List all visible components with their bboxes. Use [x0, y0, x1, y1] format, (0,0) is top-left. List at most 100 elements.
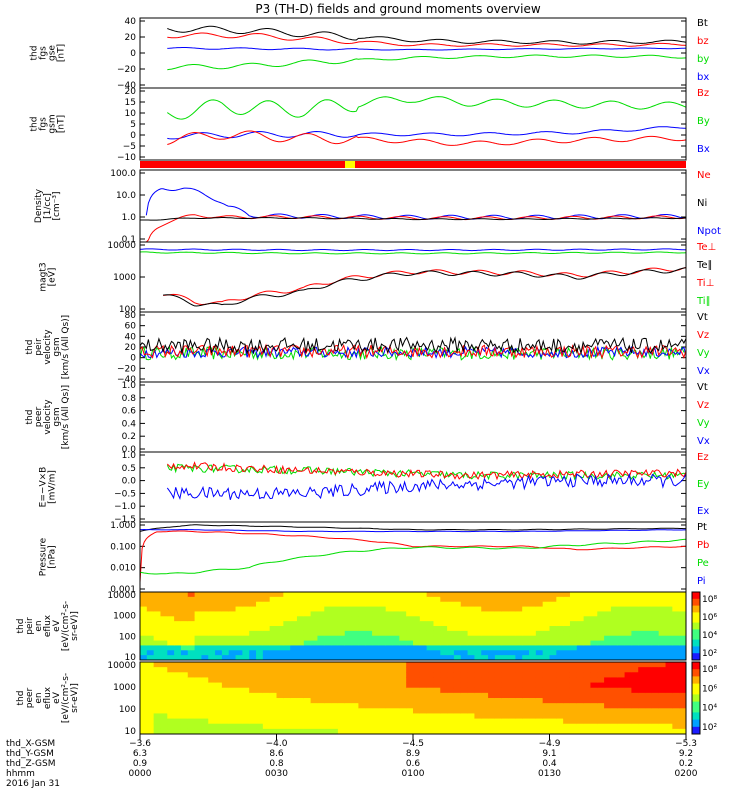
heatmap-cell — [269, 698, 277, 704]
heatmap-cell — [535, 718, 544, 725]
heatmap-cell — [317, 606, 325, 612]
heatmap-cell — [153, 692, 161, 699]
heatmap-cell — [174, 611, 182, 617]
heatmap-cell — [235, 662, 243, 668]
colorbar-segment — [692, 726, 700, 731]
heatmap-cell — [474, 667, 482, 673]
heatmap-cell — [392, 713, 400, 720]
ylabel-line: [mV/m] — [48, 470, 58, 504]
heatmap-cell — [256, 713, 264, 720]
legend-Bt: Bt — [697, 18, 708, 29]
heatmap-cell — [515, 708, 523, 714]
heatmap-cell — [590, 677, 598, 684]
heatmap-cell — [290, 621, 298, 627]
heatmap-cell — [597, 601, 605, 608]
heatmap-cell — [221, 640, 230, 646]
heatmap-cell — [290, 718, 298, 725]
heatmap-cell — [494, 640, 503, 646]
heatmap-cell — [651, 635, 660, 642]
heatmap-cell — [447, 640, 455, 646]
heatmap-cell — [337, 677, 346, 684]
heatmap-cell — [249, 703, 257, 709]
heatmap-cell — [597, 723, 605, 730]
heatmap-cell — [146, 596, 155, 603]
heatmap-cell — [167, 601, 175, 608]
heatmap-cell — [658, 626, 667, 632]
ytick-label: 60 — [125, 322, 137, 332]
heatmap-cell — [187, 650, 196, 656]
heatmap-cell — [331, 630, 339, 637]
legend-Pb: Pb — [697, 540, 709, 551]
heatmap-cell — [549, 635, 557, 642]
heatmap-cell — [140, 655, 148, 661]
heatmap-cell — [160, 650, 168, 656]
heatmap-cell — [447, 698, 455, 704]
heatmap-cell — [187, 630, 196, 637]
heatmap-cell — [406, 621, 414, 627]
heatmap-cell — [215, 667, 223, 673]
heatmap-cell — [317, 592, 325, 598]
heatmap-cell — [235, 718, 243, 725]
heatmap-cell — [378, 692, 387, 699]
heatmap-cell — [242, 626, 250, 632]
heatmap-cell — [303, 682, 312, 689]
heatmap-cell — [488, 606, 496, 612]
heatmap-cell — [522, 677, 530, 684]
heatmap-cell — [624, 592, 632, 598]
heatmap-cell — [569, 677, 578, 684]
heatmap-cell — [426, 640, 434, 646]
heatmap-cell — [576, 713, 585, 720]
colorbar-tick: 10⁶ — [702, 613, 717, 623]
heatmap-cell — [146, 677, 155, 684]
heatmap-cell — [488, 596, 496, 603]
heatmap-cell — [276, 611, 284, 617]
heatmap-cell — [310, 723, 318, 730]
heatmap-cell — [256, 616, 264, 622]
heatmap-cell — [638, 682, 646, 689]
heatmap-cell — [426, 662, 434, 668]
heatmap-cell — [590, 728, 598, 735]
heatmap-cell — [221, 616, 230, 622]
heatmap-cell — [494, 626, 503, 632]
heatmap-cell — [610, 703, 619, 709]
heatmap-cell — [651, 640, 660, 646]
heatmap-cell — [146, 645, 155, 651]
heatmap-cell — [597, 713, 605, 720]
heatmap-cell — [413, 606, 421, 612]
heatmap-cell — [365, 611, 373, 617]
heatmap-cell — [645, 640, 653, 646]
heatmap-cell — [256, 718, 264, 725]
heatmap-cell — [542, 708, 550, 714]
heatmap-cell — [590, 616, 598, 622]
heatmap-cell — [406, 662, 414, 668]
heatmap-cell — [310, 667, 318, 673]
heatmap-cell — [344, 635, 353, 642]
heatmap-cell — [406, 723, 414, 730]
heatmap-cell — [617, 621, 626, 627]
heatmap-cell — [522, 708, 530, 714]
heatmap-cell — [604, 723, 612, 730]
heatmap-cell — [645, 667, 653, 673]
heatmap-cell — [160, 611, 168, 617]
xtick-label: 0.9 — [133, 759, 148, 769]
heatmap-cell — [242, 645, 250, 651]
heatmap-cell — [140, 640, 148, 646]
heatmap-cell — [146, 713, 155, 720]
heatmap-cell — [290, 645, 298, 651]
heatmap-cell — [433, 650, 441, 656]
heatmap-cell — [269, 703, 277, 709]
heatmap-cell — [624, 650, 632, 656]
heatmap-cell — [481, 728, 489, 735]
heatmap-cell — [501, 596, 510, 603]
heatmap-cell — [140, 703, 148, 709]
heatmap-cell — [344, 601, 353, 608]
heatmap-cell — [610, 650, 619, 656]
heatmap-cell — [276, 601, 284, 608]
heatmap-cell — [460, 687, 469, 694]
heatmap-cell — [249, 626, 257, 632]
ytick-label: 10 — [125, 653, 137, 663]
heatmap-cell — [317, 655, 325, 661]
legend-Vy: Vy — [697, 348, 710, 359]
heatmap-cell — [508, 713, 516, 720]
heatmap-cell — [372, 650, 380, 656]
